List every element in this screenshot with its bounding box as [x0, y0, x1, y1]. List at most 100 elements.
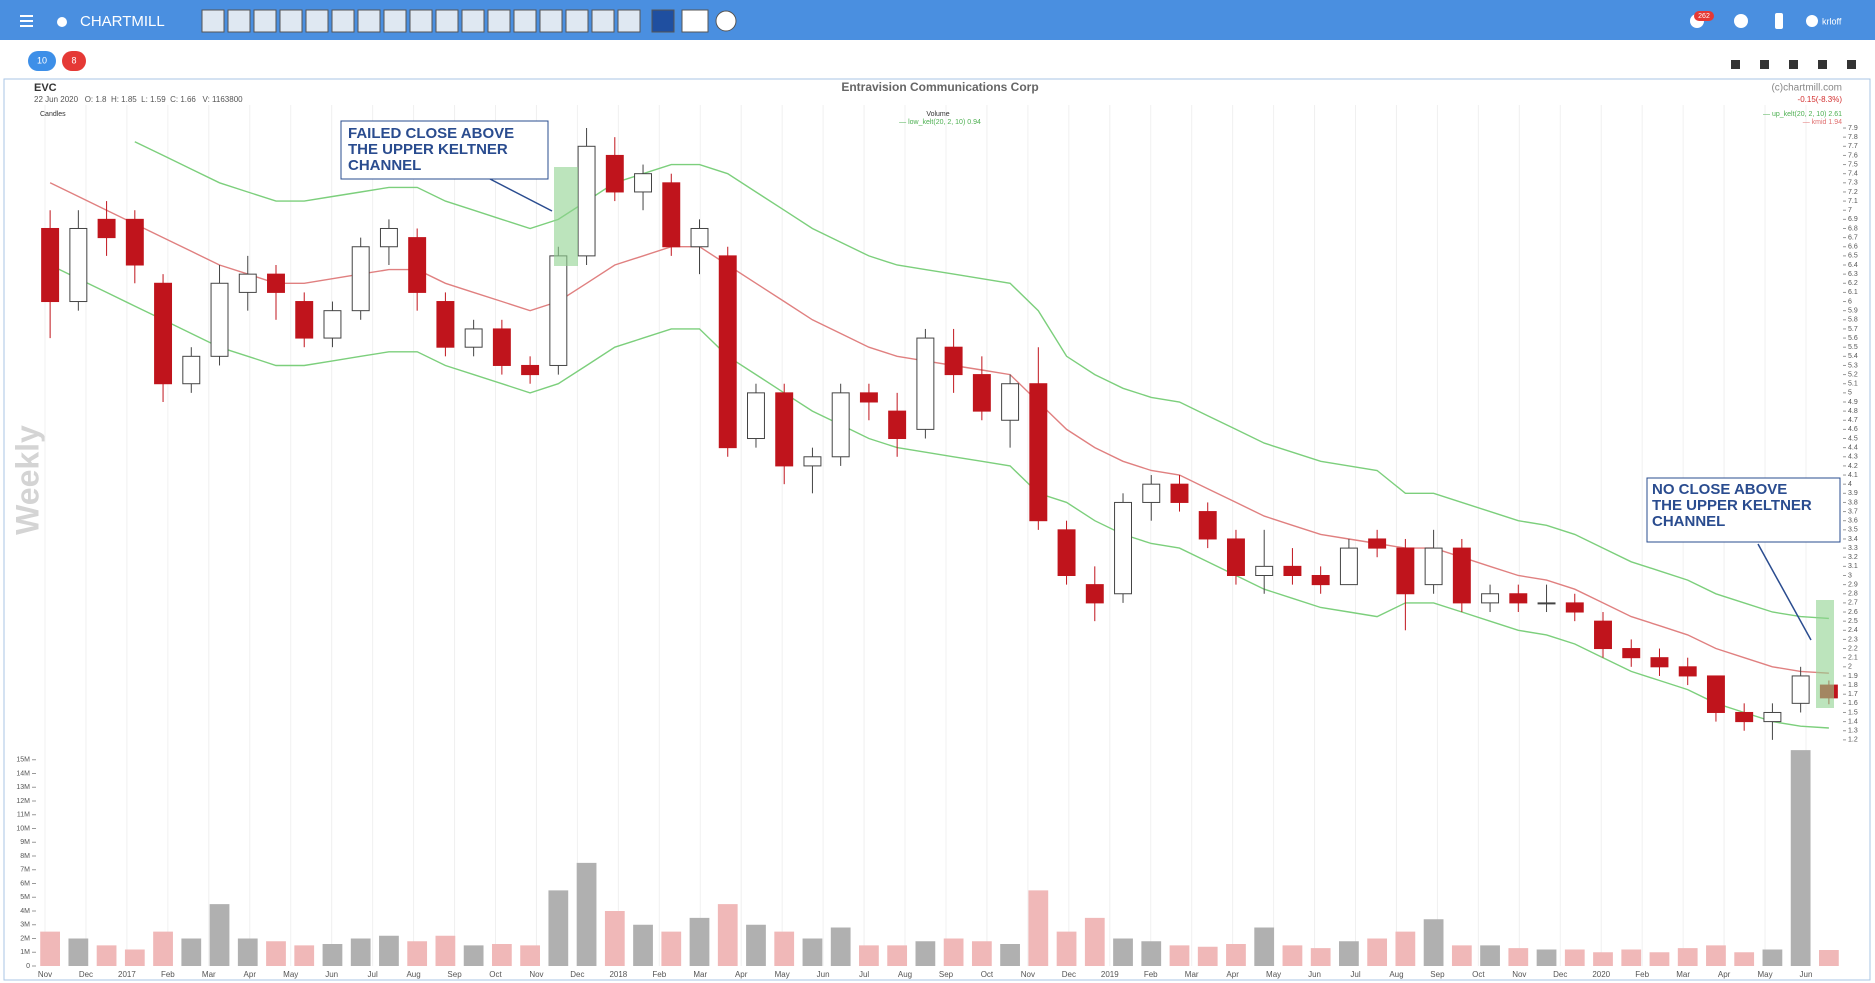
tool[interactable] — [617, 9, 641, 33]
y-tick-label: 7.1 — [1848, 198, 1858, 205]
x-tick-label: Sep — [447, 970, 462, 979]
color-tool[interactable] — [651, 9, 675, 33]
annotation-text: THE UPPER KELTNER — [1652, 497, 1812, 514]
volume-bar — [1593, 952, 1613, 966]
power-tool[interactable] — [715, 10, 737, 32]
tool[interactable] — [409, 9, 433, 33]
tool[interactable] — [513, 9, 537, 33]
icon[interactable] — [1731, 60, 1740, 69]
candle-body — [69, 227, 88, 303]
candle-body — [1255, 565, 1274, 576]
candle-body — [41, 227, 60, 303]
volume-tick-label: 4M — [20, 908, 30, 915]
badge-pill[interactable] — [28, 51, 56, 71]
candle-body — [775, 392, 794, 467]
tool[interactable] — [565, 9, 589, 33]
candle-body — [888, 410, 907, 440]
annotation-text: CHANNEL — [348, 157, 421, 174]
x-tick-label: Nov — [529, 970, 543, 979]
panel-icons — [1731, 60, 1856, 69]
candle-body — [1706, 675, 1725, 713]
badge-text: 8 — [71, 55, 76, 65]
tool[interactable] — [591, 9, 615, 33]
volume-bar — [1084, 917, 1105, 966]
tool[interactable] — [201, 9, 225, 33]
x-tick-label: Feb — [652, 970, 666, 979]
tool[interactable] — [435, 9, 459, 33]
x-tick-label: Aug — [406, 970, 420, 979]
tool[interactable] — [253, 9, 277, 33]
user-icon[interactable] — [1806, 15, 1818, 27]
x-tick-label: Dec — [570, 970, 584, 979]
volume-bar — [1677, 948, 1698, 966]
volume-bar — [774, 931, 795, 966]
y-tick-label: 2.5 — [1848, 618, 1858, 625]
volume-bar — [379, 935, 399, 966]
y-tick-label: 2.4 — [1848, 627, 1858, 634]
y-tick-label: 4.5 — [1848, 435, 1858, 442]
battery-icon[interactable] — [1775, 13, 1783, 29]
badge-pill[interactable] — [62, 51, 86, 71]
candle-body — [1594, 620, 1612, 650]
tool[interactable] — [539, 9, 563, 33]
volume-bar — [153, 931, 173, 966]
volume-tick-label: 9M — [20, 839, 30, 846]
candle-body — [154, 282, 173, 385]
candle-body — [718, 255, 737, 449]
settings-icon[interactable] — [1734, 14, 1748, 28]
candle-body — [803, 456, 822, 467]
annotation-text: NO CLOSE ABOVE — [1652, 481, 1787, 498]
volume-bar — [1141, 941, 1162, 966]
icon[interactable] — [1789, 60, 1798, 69]
volume-tick-label: 14M — [16, 770, 30, 777]
y-tick-label: 6.3 — [1848, 271, 1858, 278]
tool[interactable] — [461, 9, 485, 33]
band-line — [49, 182, 1829, 674]
x-tick-label: Jun — [325, 970, 338, 979]
volume-bar — [294, 945, 315, 966]
volume-bar — [1000, 944, 1020, 966]
y-tick-label: 2 — [1848, 664, 1852, 671]
candle-body — [125, 218, 144, 266]
toolbar — [201, 9, 737, 33]
tool[interactable] — [305, 9, 329, 33]
y-tick-label: 3.5 — [1848, 527, 1858, 534]
y-tick-label: 3.9 — [1848, 490, 1858, 497]
volume-bar — [746, 924, 766, 966]
volume-bar — [350, 938, 371, 966]
copyright: (c)chartmill.com — [1771, 83, 1842, 94]
volume-tick-label: 3M — [20, 922, 30, 929]
width-select[interactable] — [681, 9, 709, 33]
tool[interactable] — [227, 9, 251, 33]
volume-bar — [209, 904, 230, 966]
tool[interactable] — [357, 9, 381, 33]
y-tick-label: 4.2 — [1848, 463, 1858, 470]
y-tick-label: 3.4 — [1848, 536, 1858, 543]
icon[interactable] — [1818, 60, 1827, 69]
icon[interactable] — [1760, 60, 1769, 69]
y-tick-label: 5.3 — [1848, 362, 1858, 369]
volume-bar — [1056, 931, 1077, 966]
volume-bar — [520, 945, 540, 966]
candle-body — [1396, 547, 1415, 595]
tool[interactable] — [279, 9, 303, 33]
x-tick-label: May — [283, 970, 298, 979]
tool[interactable] — [331, 9, 355, 33]
x-tick-label: Jun — [1308, 970, 1321, 979]
icon[interactable] — [1847, 60, 1856, 69]
tool[interactable] — [383, 9, 407, 33]
volume-bar — [1254, 927, 1275, 966]
y-tick-label: 5.5 — [1848, 344, 1858, 351]
candle-body — [549, 255, 568, 366]
menu-icon[interactable] — [20, 15, 33, 27]
y-tick-label: 1.8 — [1848, 682, 1858, 689]
candle-body — [238, 273, 257, 293]
volume-bar — [1310, 948, 1331, 966]
volume-tick-label: 10M — [16, 825, 30, 832]
y-tick-label: 4.7 — [1848, 417, 1858, 424]
y-tick-label: 6.8 — [1848, 225, 1858, 232]
volume-tick-label: 2M — [20, 935, 30, 942]
volume-tick-label: 13M — [16, 784, 30, 791]
tool[interactable] — [487, 9, 511, 33]
candle-body — [634, 173, 653, 193]
